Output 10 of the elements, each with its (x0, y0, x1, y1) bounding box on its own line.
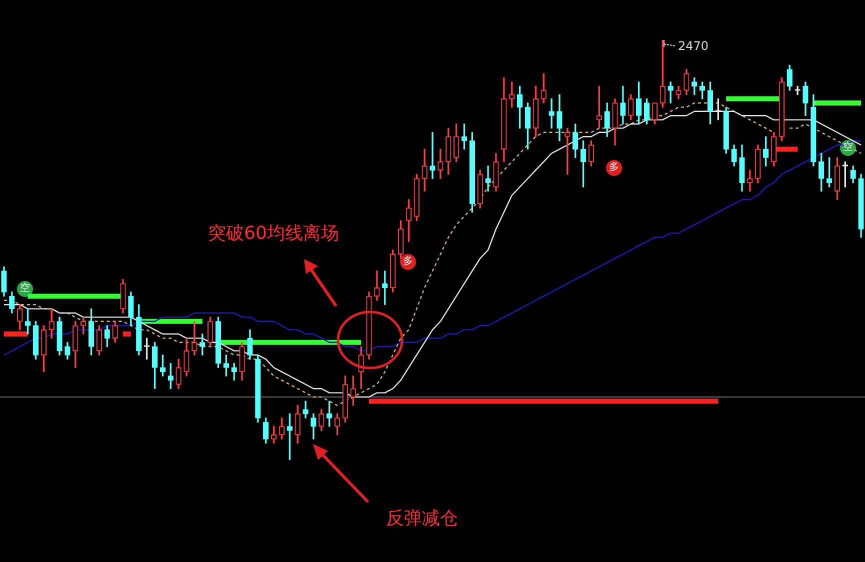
annotation: 突破60均线离场 (208, 222, 339, 245)
candlestick (302, 400, 308, 418)
annotation: 2470 (678, 39, 709, 53)
candlestick (548, 98, 554, 129)
candlestick (485, 166, 491, 192)
text: 反弹减仓 (386, 507, 458, 530)
candlestick (430, 132, 436, 179)
candlestick (192, 321, 198, 356)
candlestick (747, 170, 753, 192)
candlestick (668, 82, 674, 104)
